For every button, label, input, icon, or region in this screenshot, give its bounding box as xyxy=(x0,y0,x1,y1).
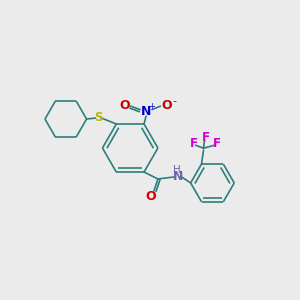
Text: O: O xyxy=(119,99,130,112)
Text: H: H xyxy=(173,165,181,175)
Text: O: O xyxy=(146,190,156,203)
Text: S: S xyxy=(94,111,103,124)
Text: O: O xyxy=(161,99,172,112)
Text: N: N xyxy=(141,105,151,118)
Text: F: F xyxy=(202,131,209,144)
Text: N: N xyxy=(172,170,183,184)
Text: -: - xyxy=(172,96,176,106)
Text: F: F xyxy=(213,137,221,150)
Text: F: F xyxy=(190,137,198,150)
Text: +: + xyxy=(148,102,155,111)
